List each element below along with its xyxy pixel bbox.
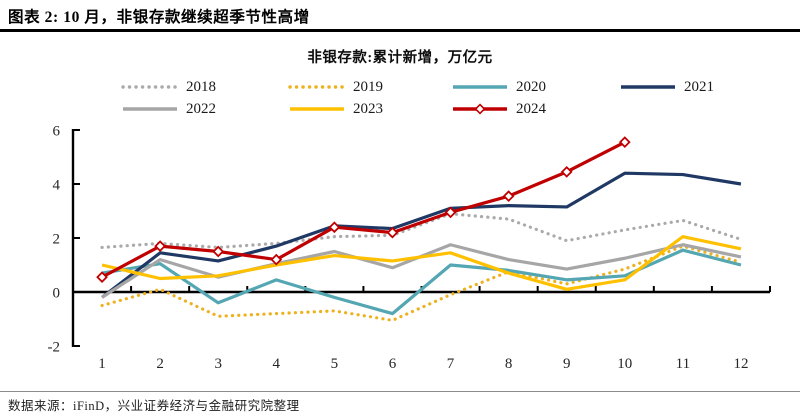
- y-axis-label: 0: [53, 286, 61, 302]
- x-axis-label: 7: [447, 356, 455, 372]
- series-2024-marker: [386, 226, 399, 239]
- x-axis-label: 5: [331, 356, 339, 372]
- legend-item-2020: 2020: [450, 78, 546, 96]
- data-source-note: 数据来源：iFinD，兴业证券经济与金融研究院整理: [8, 399, 300, 413]
- series-2024-marker: [502, 190, 515, 203]
- legend-item-2024: 2024: [450, 100, 546, 118]
- legend-line-sample-2024: [453, 103, 507, 115]
- series-2024-marker: [154, 240, 166, 252]
- x-axis-label: 10: [617, 356, 632, 372]
- legend-label-2018: 2018: [186, 79, 216, 95]
- series-2019-line: [100, 244, 743, 322]
- legend-label-2024: 2024: [516, 101, 546, 117]
- series-2018-line: [100, 212, 743, 250]
- legend-item-2018: 2018: [120, 78, 216, 96]
- x-axis-label: 12: [733, 356, 748, 372]
- legend-item-2022: 2022: [120, 100, 216, 118]
- series-2024-marker: [618, 136, 631, 149]
- legend-line-sample-2023: [290, 107, 344, 111]
- legend-label-2023: 2023: [353, 101, 383, 117]
- legend-label-2021: 2021: [684, 79, 714, 95]
- x-axis-label: 11: [676, 356, 690, 372]
- x-axis-label: 3: [214, 356, 222, 372]
- legend-item-2021: 2021: [618, 78, 714, 96]
- legend-item-2023: 2023: [287, 100, 383, 118]
- series-2024-marker: [270, 253, 283, 266]
- series-2021-line: [101, 171, 742, 299]
- series-2024-marker: [444, 206, 457, 219]
- x-axis-label: 1: [98, 356, 106, 372]
- legend-line-sample-2021: [621, 85, 675, 89]
- legend-line-sample-2022: [123, 107, 177, 111]
- legend-line-sample-2019: [288, 85, 346, 89]
- series-2024-line: [101, 140, 626, 279]
- x-axis-label: 4: [273, 356, 281, 372]
- series-2024-marker: [328, 221, 341, 234]
- x-axis-label: 9: [563, 356, 571, 372]
- x-axis-label: 8: [505, 356, 513, 372]
- x-axis-label: 2: [156, 356, 164, 372]
- footer-rule: [0, 391, 800, 392]
- page-title: 图表 2: 10 月，非银存款继续超季节性高增: [8, 9, 310, 26]
- legend-item-2019: 2019: [287, 78, 383, 96]
- legend-line-sample-2018: [121, 85, 179, 89]
- legend-diamond-marker: [474, 103, 486, 115]
- legend-label-2020: 2020: [516, 79, 546, 95]
- x-axis-label: 6: [389, 356, 397, 372]
- series-2024-marker: [96, 271, 108, 284]
- chart-title: 非银存款:累计新增，万亿元: [307, 50, 493, 66]
- series-2024-marker: [560, 165, 573, 178]
- header-rule: [0, 29, 800, 32]
- series-2024-marker: [212, 245, 225, 258]
- y-axis-label: 2: [53, 232, 61, 248]
- legend-label-2019: 2019: [353, 79, 383, 95]
- chart-legend: 2018 2019 2020 2021 2022 2023 2024: [0, 78, 800, 124]
- legend-label-2022: 2022: [186, 101, 216, 117]
- legend-line-sample-2020: [453, 85, 507, 89]
- y-axis-label: -2: [48, 340, 61, 356]
- y-axis-label: 6: [53, 124, 61, 140]
- series-2023-line: [101, 235, 742, 291]
- y-axis-label: 4: [53, 178, 61, 194]
